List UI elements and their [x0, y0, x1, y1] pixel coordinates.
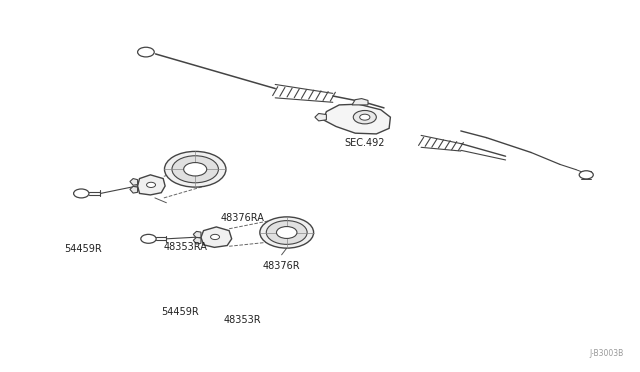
Polygon shape [130, 186, 138, 193]
Circle shape [138, 47, 154, 57]
Text: 48353RA: 48353RA [163, 243, 207, 252]
Text: 48353R: 48353R [224, 315, 262, 325]
Circle shape [211, 234, 220, 240]
Circle shape [147, 182, 156, 187]
Circle shape [266, 221, 307, 244]
Text: 48376RA: 48376RA [221, 213, 265, 222]
Polygon shape [201, 227, 232, 247]
Polygon shape [193, 231, 201, 238]
Polygon shape [323, 104, 390, 134]
Polygon shape [193, 237, 201, 244]
Circle shape [276, 227, 297, 238]
Text: 48376R: 48376R [262, 261, 300, 271]
Circle shape [164, 151, 226, 187]
Circle shape [579, 171, 593, 179]
Text: 54459R: 54459R [161, 308, 199, 317]
Circle shape [172, 156, 218, 183]
Circle shape [360, 114, 370, 120]
Polygon shape [315, 113, 326, 121]
Text: SEC.492: SEC.492 [344, 138, 385, 148]
Circle shape [184, 163, 207, 176]
Circle shape [141, 234, 156, 243]
Polygon shape [352, 99, 368, 105]
Circle shape [74, 189, 89, 198]
Text: 54459R: 54459R [64, 244, 102, 254]
Circle shape [260, 217, 314, 248]
Text: J-B3003B: J-B3003B [589, 349, 624, 358]
Polygon shape [138, 175, 165, 195]
Circle shape [353, 110, 376, 124]
Polygon shape [130, 179, 138, 185]
